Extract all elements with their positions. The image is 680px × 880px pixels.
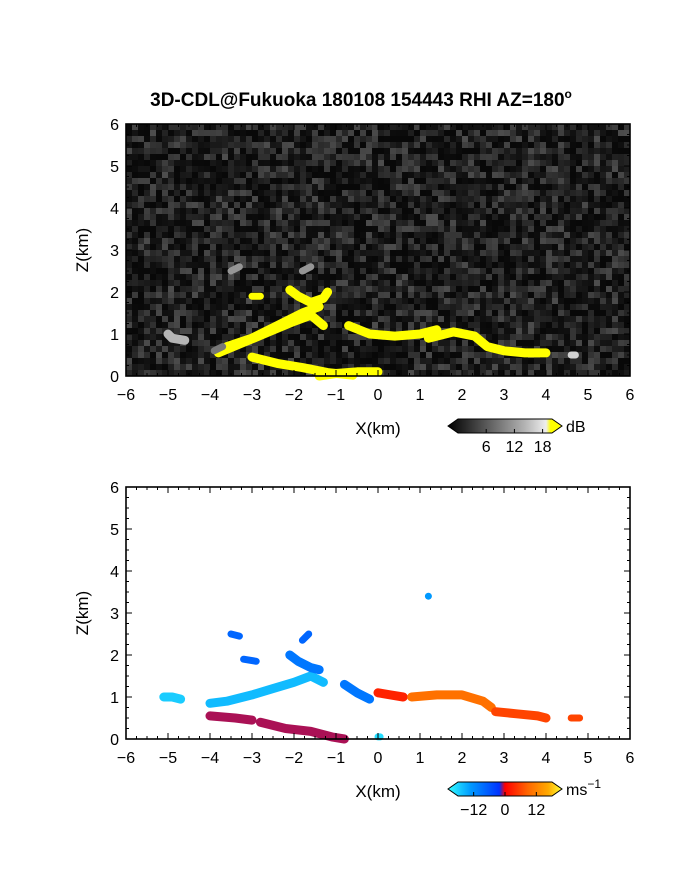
- x-axis-label: X(km): [355, 419, 400, 438]
- data-regions: [163, 263, 579, 381]
- x-tick-label: −2: [285, 750, 303, 767]
- x-tick-label: 2: [458, 750, 467, 767]
- colorbar-tick-label: −12: [460, 802, 487, 819]
- y-tick-label: 3: [110, 606, 119, 623]
- velocity-colorbar: −12 0 12 ms−1: [447, 777, 601, 819]
- x-tick-label: 4: [542, 750, 551, 767]
- axis-ticks: [125, 123, 631, 377]
- x-tick-label: −4: [201, 387, 219, 404]
- colorbar-unit: dB: [566, 419, 586, 436]
- y-tick-label: 6: [110, 117, 119, 134]
- y-tick-label: 1: [110, 690, 119, 707]
- x-tick-label: 6: [626, 387, 635, 404]
- echo-region-0: [159, 692, 186, 704]
- echo-region-4: [285, 285, 333, 307]
- y-tick-label: 2: [110, 648, 119, 665]
- x-tick-label: −6: [117, 750, 135, 767]
- echo-region-9: [227, 263, 243, 275]
- echo-region-9: [205, 711, 257, 725]
- echo-region-1: [205, 671, 328, 708]
- echo-region-7: [423, 327, 551, 358]
- y-axis-label: Z(km): [73, 591, 92, 635]
- y-tick-label: 4: [110, 564, 119, 581]
- snr-colorbar: 6 12 18 dB: [447, 418, 586, 456]
- plot-area: [126, 487, 630, 739]
- echo-region-10: [163, 329, 190, 345]
- x-tick-label: −5: [159, 387, 177, 404]
- x-tick-label: −3: [243, 387, 261, 404]
- echo-region-4: [227, 630, 243, 640]
- y-tick-label: 1: [110, 327, 119, 344]
- x-tick-label: −3: [243, 750, 261, 767]
- colorbar-tick-label: 18: [534, 439, 552, 456]
- y-tick-label: 2: [110, 285, 119, 302]
- snr-panel: −6 −5 −4 −3 −2 −1 0 1 2 3 4 5 6 0 1 2 3 4 5 6 X(km) Z(km): [73, 117, 635, 438]
- echo-region-12: [407, 690, 496, 712]
- y-tick-label: 5: [110, 522, 119, 539]
- x-tick-label: 6: [626, 750, 635, 767]
- echo-region-11: [373, 688, 408, 702]
- colorbar-scale: [447, 418, 563, 434]
- y-tick-label: 5: [110, 159, 119, 176]
- x-tick-label: 0: [374, 387, 383, 404]
- x-axis-label: X(km): [355, 782, 400, 801]
- echo-region-3: [298, 630, 313, 644]
- x-tick-label: 5: [584, 387, 593, 404]
- echo-region-3: [222, 302, 324, 352]
- echo-region-5: [240, 655, 260, 665]
- x-tick-label: −1: [327, 750, 345, 767]
- colorbar-unit: ms−1: [566, 777, 601, 799]
- data-regions: [159, 592, 584, 744]
- x-tick-label: −5: [159, 750, 177, 767]
- x-tick-label: −6: [117, 387, 135, 404]
- echo-region-8: [298, 263, 315, 275]
- x-tick-label: 3: [500, 387, 509, 404]
- x-tick-label: 1: [416, 750, 425, 767]
- colorbar-tick-label: 12: [527, 802, 545, 819]
- echo-region-6: [344, 321, 442, 341]
- echo-region-13: [491, 707, 551, 723]
- y-tick-label: 4: [110, 201, 119, 218]
- x-tick-label: 4: [542, 387, 551, 404]
- velocity-panel: −6 −5 −4 −3 −2 −1 0 1 2 3 4 5 6 0 1 2 3 4 5 6 X(km) Z(km): [73, 480, 635, 801]
- echo-region-11: [210, 343, 227, 355]
- y-tick-label: 6: [110, 480, 119, 497]
- x-tick-label: 2: [458, 387, 467, 404]
- echo-region-2: [285, 650, 324, 675]
- axis-ticks: [125, 486, 631, 740]
- x-tick-label: −4: [201, 750, 219, 767]
- x-tick-label: −2: [285, 387, 303, 404]
- x-tick-label: 0: [374, 750, 383, 767]
- colorbar-scale: [447, 781, 563, 797]
- x-tick-label: 1: [416, 387, 425, 404]
- y-axis-label: Z(km): [73, 228, 92, 272]
- y-tick-label: 3: [110, 243, 119, 260]
- colorbar-tick-label: 0: [501, 802, 510, 819]
- echo-region-6: [339, 679, 375, 704]
- x-tick-label: 5: [584, 750, 593, 767]
- y-tick-label: 0: [110, 369, 119, 386]
- x-tick-label: 3: [500, 750, 509, 767]
- x-tick-label: −1: [327, 387, 345, 404]
- figure-title: 3D-CDL@Fukuoka 180108 154443 RHI AZ=180o: [150, 87, 572, 111]
- colorbar-tick-label: 6: [482, 439, 491, 456]
- y-tick-label: 0: [110, 732, 119, 749]
- colorbar-tick-label: 12: [506, 439, 524, 456]
